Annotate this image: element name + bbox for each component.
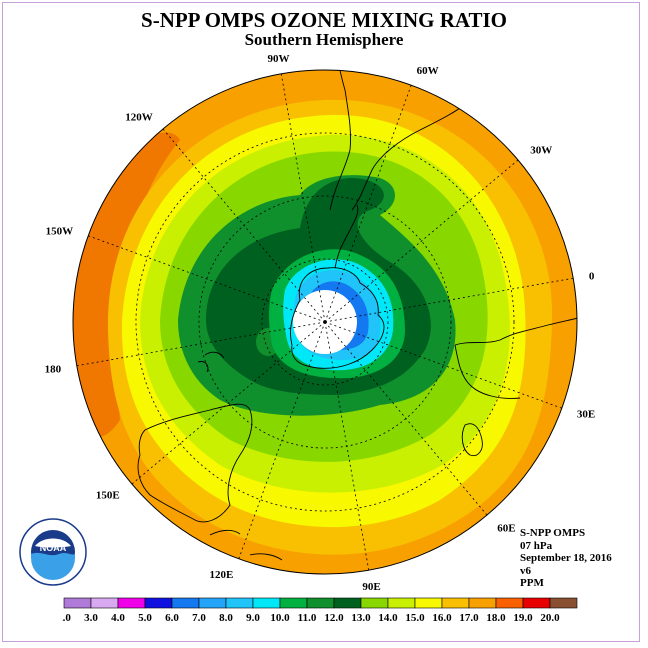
colorbar-swatch: [468, 597, 497, 609]
colorbar-swatch: [549, 597, 578, 609]
colorbar-swatch: [225, 597, 254, 609]
graticule: [135, 132, 515, 512]
noaa-logo: NOAA: [19, 518, 87, 586]
version-label: v6: [520, 564, 531, 577]
colorbar-swatch: [171, 597, 200, 609]
colorbar-tick-label: 7.0: [192, 612, 206, 624]
colorbar: 2.0 3.0 4.0 5.0 6.0 7.0 8.0 9.0 10.0 11.0 12.0 13.0…: [62, 597, 578, 624]
page-subtitle: Southern Hemisphere: [244, 30, 404, 49]
info-panel: S-NPP OMPS 07 hPa September 18, 2016 v6 …: [520, 527, 612, 590]
colorbar-tick-label: 8.0: [219, 612, 233, 624]
noaa-logo-text: NOAA: [40, 543, 67, 553]
longitude-label: 60W: [417, 65, 439, 77]
colorbar-swatch: [495, 597, 524, 609]
colorbar-swatch: [522, 597, 551, 609]
colorbar-boxes: [63, 597, 578, 609]
colorbar-tick-label: 6.0: [165, 612, 179, 624]
colorbar-tick-label: 19.0: [513, 612, 533, 624]
longitude-label: 120E: [209, 569, 233, 581]
colorbar-tick-label: 12.0: [324, 612, 344, 624]
units-label: PPM: [520, 577, 544, 589]
colorbar-swatch: [252, 597, 281, 609]
colorbar-tick-label: 18.0: [486, 612, 506, 624]
meridian-line: [324, 321, 488, 516]
colorbar-swatch: [63, 597, 92, 609]
colorbar-swatch: [144, 597, 173, 609]
colorbar-tick-label: 9.0: [246, 612, 260, 624]
colorbar-swatch: [360, 597, 389, 609]
map-boundary: [72, 69, 578, 575]
longitude-labels: 90W 60W 30W 0 30E 60E 90E 120E 150E 180 150W 120W: [45, 53, 596, 593]
colorbar-tick-label: 3.0: [84, 612, 98, 624]
longitude-label: 0: [589, 270, 595, 282]
colorbar-swatch: [198, 597, 227, 609]
colorbar-tick-label: 11.0: [298, 612, 317, 624]
colorbar-swatch: [441, 597, 470, 609]
meridian-line: [88, 235, 326, 323]
colorbar-tick-label: 5.0: [138, 612, 152, 624]
pressure-level-label: 07 hPa: [520, 539, 553, 552]
meridian-line: [131, 321, 326, 485]
colorbar-tick-label: 20.0: [540, 612, 560, 624]
colorbar-swatch: [90, 597, 119, 609]
colorbar-swatch: [306, 597, 335, 609]
meridian-line: [76, 321, 326, 367]
longitude-label: 60E: [497, 522, 515, 534]
longitude-label: 30W: [530, 145, 552, 157]
longitude-label: 90E: [362, 581, 380, 593]
longitude-label: 120W: [125, 112, 153, 124]
colorbar-ticks: 2.0 3.0 4.0 5.0 6.0 7.0 8.0 9.0 10.0 11.0 12.0 13.0…: [62, 612, 560, 624]
meridian-line: [324, 159, 519, 323]
colorbar-tick-label: 15.0: [405, 612, 425, 624]
colorbar-tick-label: 2.0: [62, 612, 71, 624]
colorbar-tick-label: 17.0: [459, 612, 479, 624]
colorbar-tick-label: 10.0: [270, 612, 290, 624]
figure-frame: [2, 2, 640, 642]
longitude-label: 90W: [267, 53, 289, 65]
longitude-label: 150W: [46, 225, 74, 237]
date-label: September 18, 2016: [520, 552, 612, 564]
ozone-field: [73, 70, 577, 574]
colorbar-tick-label: 16.0: [432, 612, 452, 624]
colorbar-swatch: [333, 597, 362, 609]
instrument-label: S-NPP OMPS: [520, 527, 586, 539]
colorbar-swatch: [414, 597, 443, 609]
meridian-line: [280, 73, 326, 323]
longitude-label: 180: [45, 364, 62, 376]
meridian-line: [238, 321, 326, 559]
meridians: [76, 73, 574, 571]
meridian-line: [162, 128, 326, 323]
colorbar-tick-label: 14.0: [378, 612, 398, 624]
colorbar-swatch: [279, 597, 308, 609]
colorbar-tick-label: 4.0: [111, 612, 125, 624]
colorbar-swatch: [387, 597, 416, 609]
meridian-line: [324, 277, 574, 323]
page-title: S-NPP OMPS OZONE MIXING RATIO: [141, 8, 507, 32]
colorbar-tick-label: 13.0: [351, 612, 371, 624]
meridian-line: [324, 321, 562, 409]
meridian-line: [324, 321, 370, 571]
longitude-label: 150E: [96, 489, 120, 501]
colorbar-swatch: [117, 597, 146, 609]
longitude-label: 30E: [577, 409, 595, 421]
meridian-line: [324, 85, 412, 323]
